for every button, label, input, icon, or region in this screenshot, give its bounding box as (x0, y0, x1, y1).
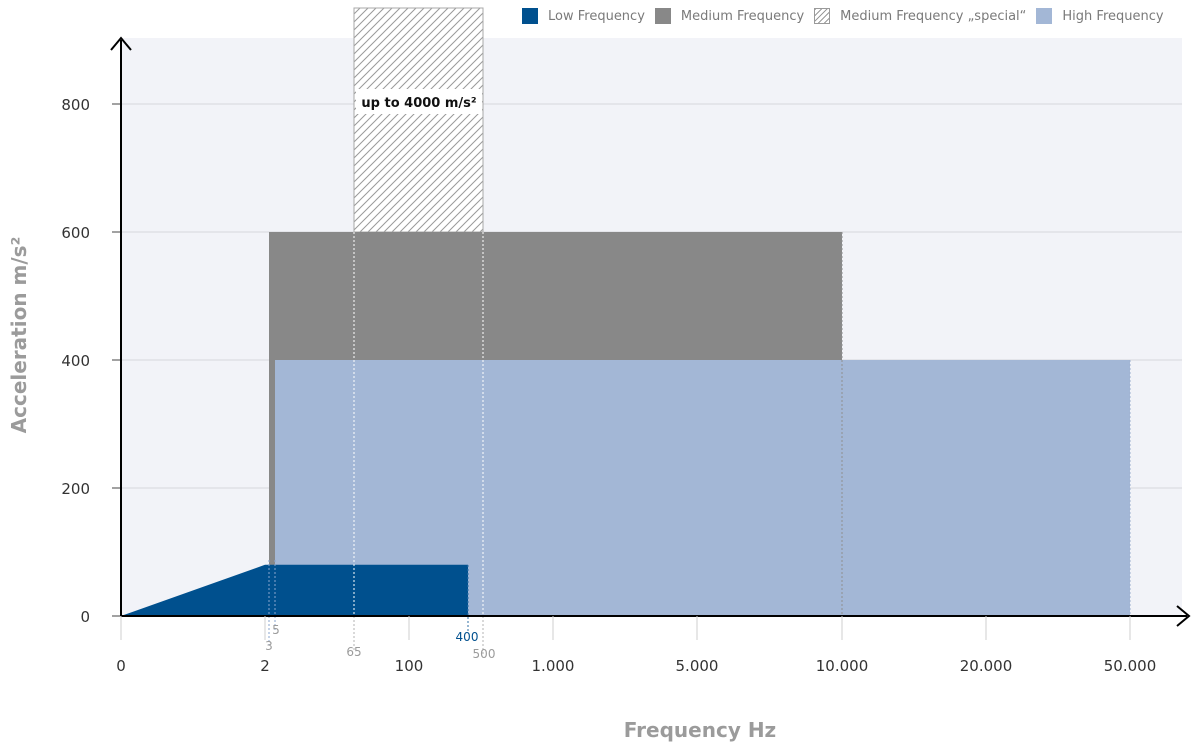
y-tick-label-800: 800 (61, 96, 90, 114)
marker-label-65: 65 (346, 645, 361, 659)
x-tick-label-0: 0 (116, 657, 126, 675)
legend-label-medium: Medium Frequency (680, 8, 805, 24)
marker-label-400: 400 (456, 630, 479, 644)
x-tick-label-50.000: 50.000 (1104, 657, 1157, 675)
x-tick-label-20.000: 20.000 (960, 657, 1013, 675)
bar-medium-frequency-special (353, 7, 484, 233)
legend-label-low: Low Frequency (548, 8, 645, 24)
legend-swatch-medium (654, 8, 671, 24)
y-tick-label-400: 400 (61, 352, 90, 370)
y-axis-title: Acceleration m/s² (7, 236, 31, 434)
x-tick-label-5.000: 5.000 (676, 657, 719, 675)
y-axis-arrow (110, 36, 132, 51)
legend-swatch-high (1036, 8, 1053, 24)
legend: Low Frequency Medium Frequency Medium Fr… (522, 8, 1164, 24)
area-medium-frequency (269, 232, 842, 616)
y-tick-label-600: 600 (61, 224, 90, 242)
legend-item-low: Low Frequency (522, 8, 645, 24)
x-tick-label-1.000: 1.000 (532, 657, 575, 675)
x-tick-label-2: 2 (260, 657, 270, 675)
legend-label-medium-special: Medium Frequency „special“ (840, 8, 1027, 24)
legend-item-high: High Frequency (1036, 8, 1164, 24)
x-tick-label-100: 100 (395, 657, 424, 675)
x-axis-title: Frequency Hz (623, 718, 777, 742)
x-axis-arrow (1176, 605, 1191, 627)
marker-label-3: 3 (265, 639, 273, 653)
annotation-box (356, 89, 482, 114)
legend-item-medium-special: Medium Frequency „special“ (814, 8, 1026, 24)
legend-swatch-medium-special (814, 8, 831, 24)
annotation-up-to-4000: up to 4000 m/s² (361, 96, 476, 111)
marker-label-5: 5 (272, 623, 280, 637)
y-tick-label-0: 0 (80, 608, 90, 626)
marker-label-500: 500 (473, 647, 496, 661)
legend-label-high: High Frequency (1062, 8, 1164, 24)
legend-swatch-low (522, 8, 538, 24)
x-tick-label-10.000: 10.000 (816, 657, 869, 675)
legend-item-medium: Medium Frequency (654, 8, 805, 24)
frequency-acceleration-chart: 0 200 400 600 800 up to 4000 m/s² 0 2 100 1.000 5.… (61, 7, 1191, 675)
y-tick-label-200: 200 (61, 480, 90, 498)
area-low-frequency (121, 564, 468, 616)
